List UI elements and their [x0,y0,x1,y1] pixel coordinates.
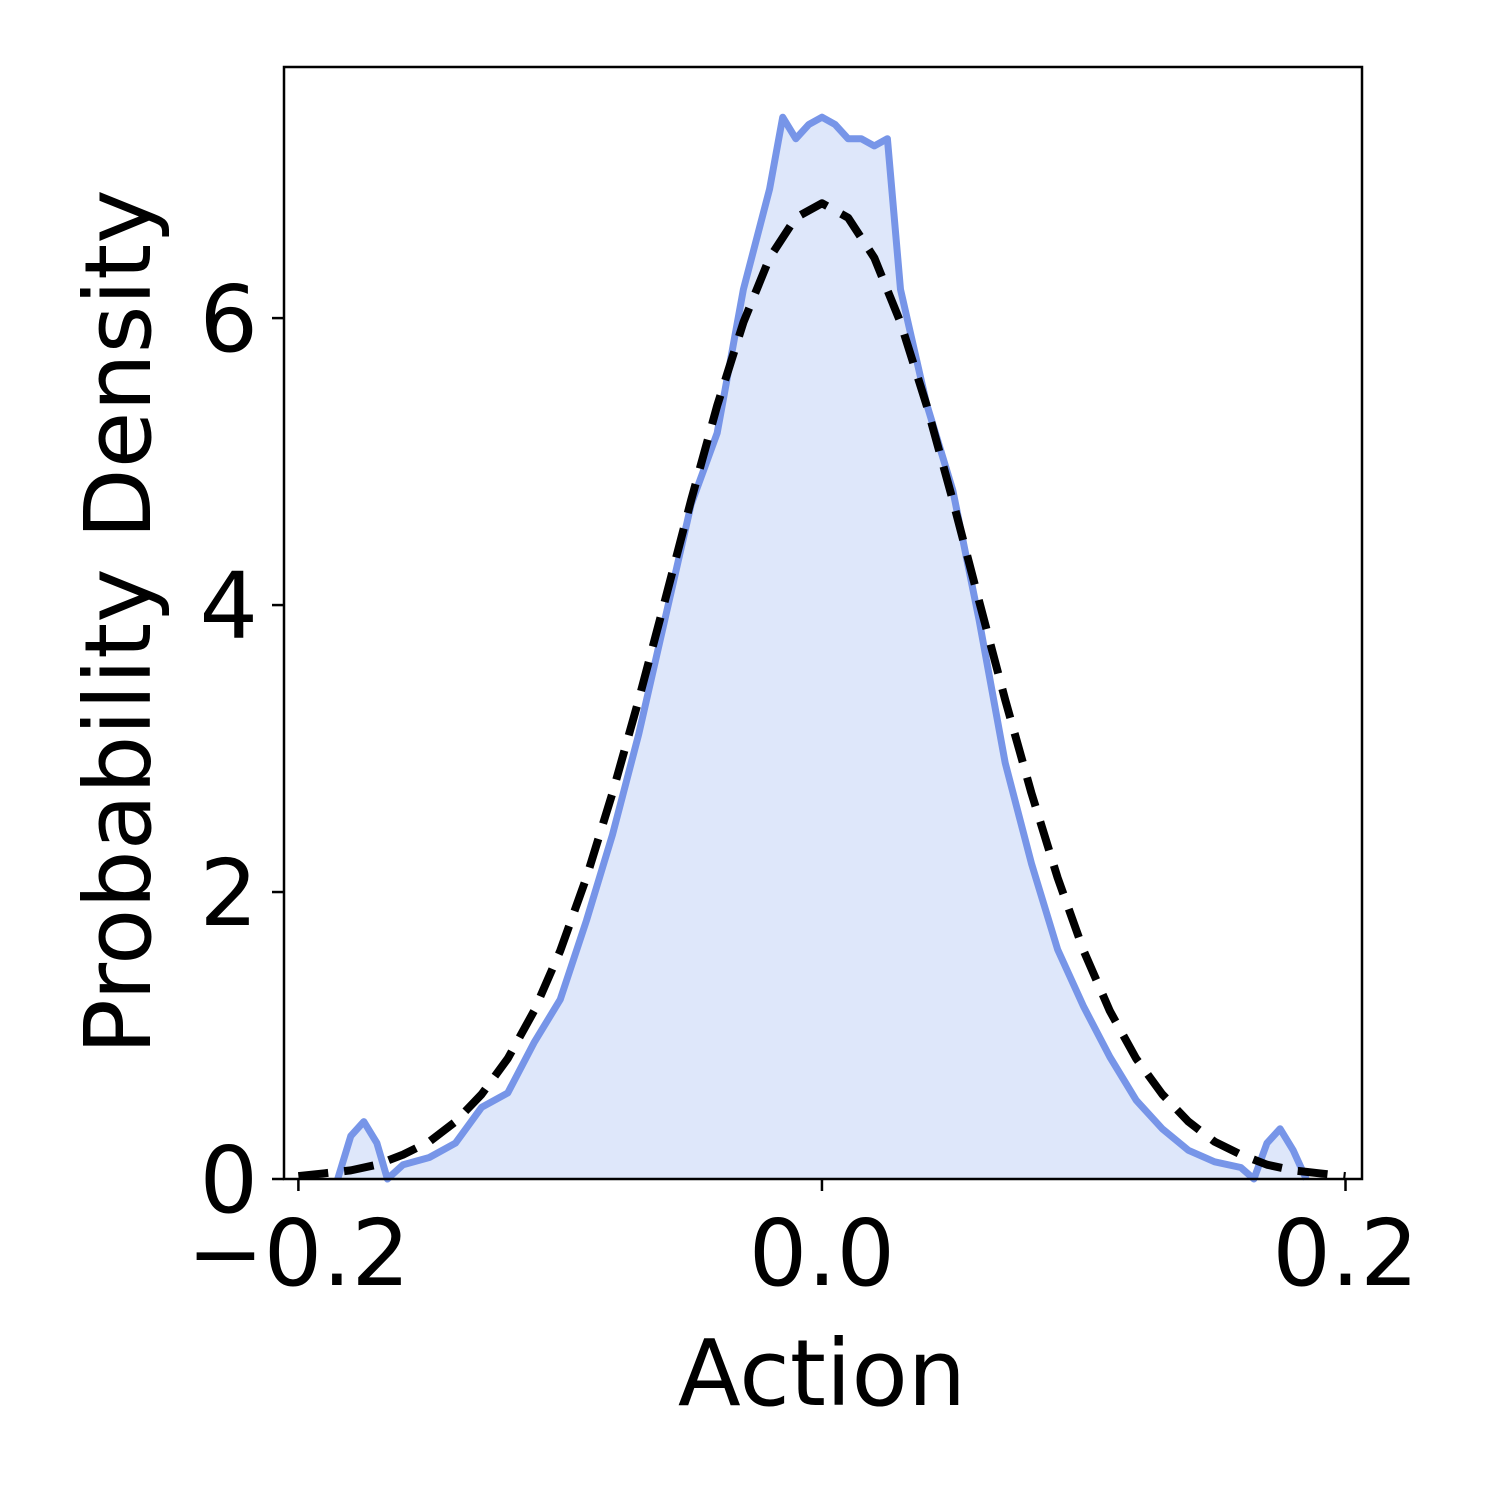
density-area [337,117,1307,1180]
y-axis-label: Probability Density [65,189,172,1054]
x-tick-label: 0.2 [1272,1200,1418,1307]
x-tick-label: −0.2 [187,1200,410,1307]
y-tick-label: 2 [199,840,258,947]
y-tick-label: 0 [199,1127,258,1234]
reference-curve [297,199,1346,1181]
y-tick-label: 6 [199,266,258,373]
x-axis-label: Action [678,1320,966,1427]
x-tick-label: 0.0 [749,1200,895,1307]
density-line [334,113,1310,1183]
y-tick-label: 4 [199,553,258,660]
